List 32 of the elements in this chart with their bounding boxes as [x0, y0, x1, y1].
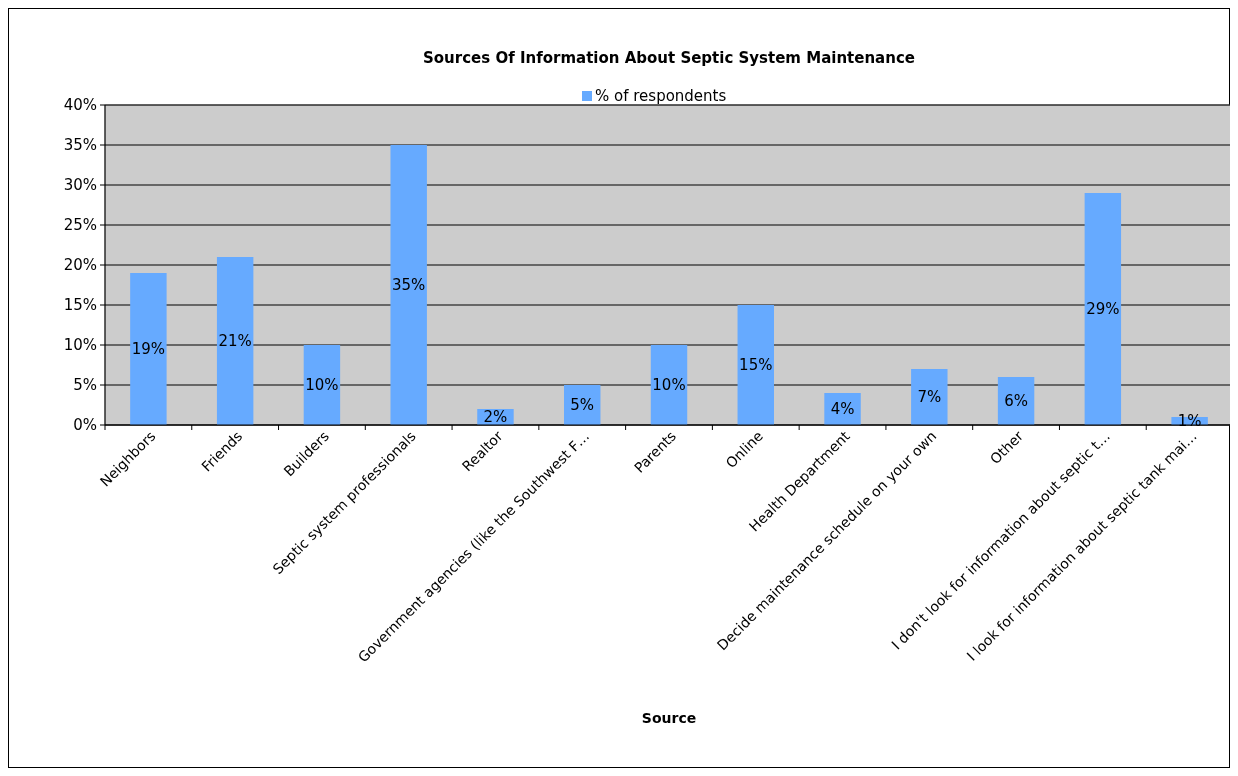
- data-label: 29%: [1086, 300, 1120, 318]
- y-tick-label: 0%: [73, 416, 97, 434]
- data-label: 6%: [1004, 392, 1028, 410]
- x-axis-title: Source: [641, 710, 697, 726]
- data-label: 4%: [830, 400, 855, 418]
- data-label: 2%: [483, 408, 508, 426]
- bar: [650, 345, 688, 425]
- chart-title: Sources Of Information About Septic System Maintenance: [423, 49, 915, 67]
- data-label: 21%: [218, 332, 252, 350]
- bar: [737, 305, 774, 425]
- data-label: 15%: [739, 356, 773, 374]
- y-tick-label: 15%: [63, 296, 97, 314]
- y-tick-label: 30%: [63, 176, 97, 194]
- data-label: 5%: [570, 396, 595, 414]
- y-tick-label: 20%: [63, 256, 97, 274]
- bar: [130, 273, 167, 425]
- y-tick-label: 25%: [63, 216, 97, 234]
- y-tick-label: 10%: [63, 336, 97, 354]
- data-label: 10%: [652, 376, 686, 394]
- data-label: 10%: [305, 376, 339, 394]
- bar: [216, 257, 254, 425]
- data-label: 35%: [392, 276, 426, 294]
- y-tick-label: 35%: [63, 136, 97, 154]
- bar: [911, 369, 948, 425]
- legend-label: % of respondents: [595, 87, 727, 105]
- bar: [1084, 193, 1122, 425]
- data-label: 19%: [131, 340, 166, 358]
- bar: [390, 145, 427, 425]
- bar: [303, 345, 341, 425]
- y-tick-label: 5%: [73, 376, 97, 394]
- y-tick-label: 40%: [63, 96, 97, 114]
- data-label: 7%: [917, 388, 942, 406]
